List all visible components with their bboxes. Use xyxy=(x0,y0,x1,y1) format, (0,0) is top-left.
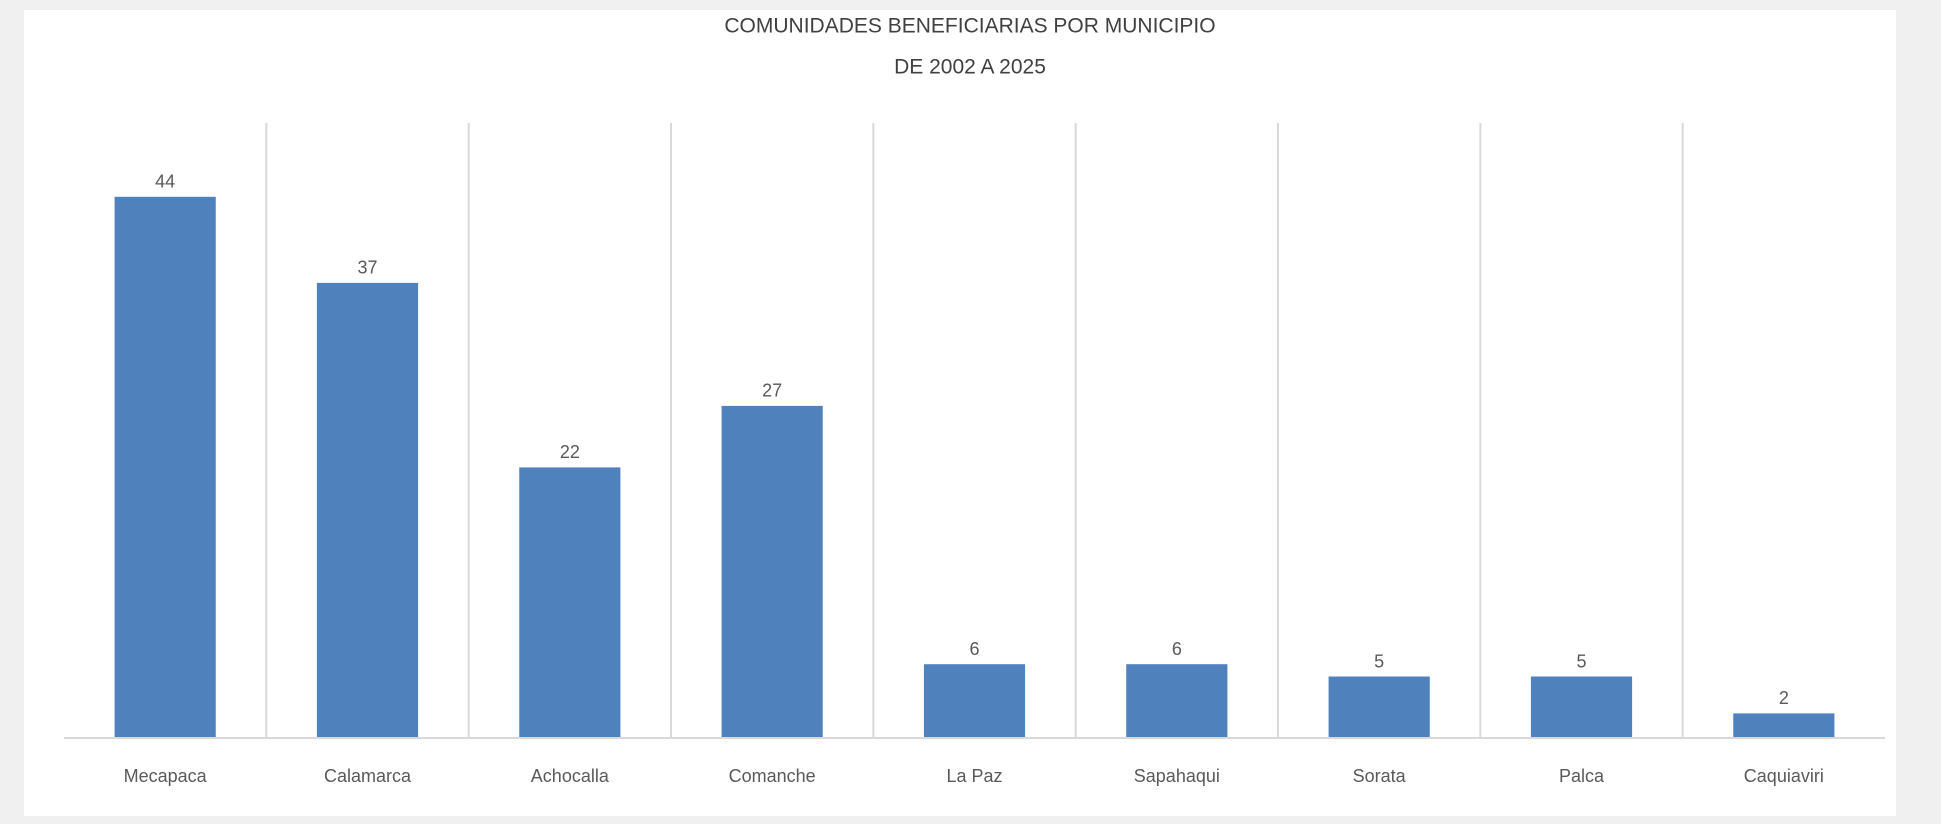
data-label: 5 xyxy=(1374,651,1384,671)
bar xyxy=(923,664,1026,738)
bar xyxy=(1530,676,1633,738)
x-tick-label: Achocalla xyxy=(531,766,610,786)
x-tick-label: Caquiaviri xyxy=(1744,766,1824,786)
bar xyxy=(519,467,621,738)
bar xyxy=(1733,713,1835,738)
data-label: 5 xyxy=(1576,651,1586,671)
bar xyxy=(114,196,216,739)
data-label: 27 xyxy=(762,381,782,401)
x-tick-label: Comanche xyxy=(729,766,816,786)
bar xyxy=(1126,664,1228,738)
bar xyxy=(721,405,823,738)
data-label: 37 xyxy=(357,258,377,278)
bar xyxy=(1328,676,1430,738)
data-label: 44 xyxy=(155,172,175,192)
x-tick-label: Sapahaqui xyxy=(1134,766,1220,786)
x-tick-label: La Paz xyxy=(946,766,1002,786)
x-tick-label: Mecapaca xyxy=(124,766,208,786)
x-tick-label: Calamarca xyxy=(324,766,412,786)
chart-subtitle: DE 2002 A 2025 xyxy=(894,56,1046,79)
chart-title: COMUNIDADES BENEFICIARIAS POR MUNICIPIO xyxy=(724,15,1215,38)
data-label: 22 xyxy=(560,442,580,462)
x-tick-label: Sorata xyxy=(1353,766,1407,786)
data-label: 6 xyxy=(1172,639,1182,659)
data-label: 2 xyxy=(1779,688,1789,708)
bar xyxy=(316,282,419,738)
data-label: 6 xyxy=(969,639,979,659)
x-tick-label: Palca xyxy=(1559,766,1605,786)
